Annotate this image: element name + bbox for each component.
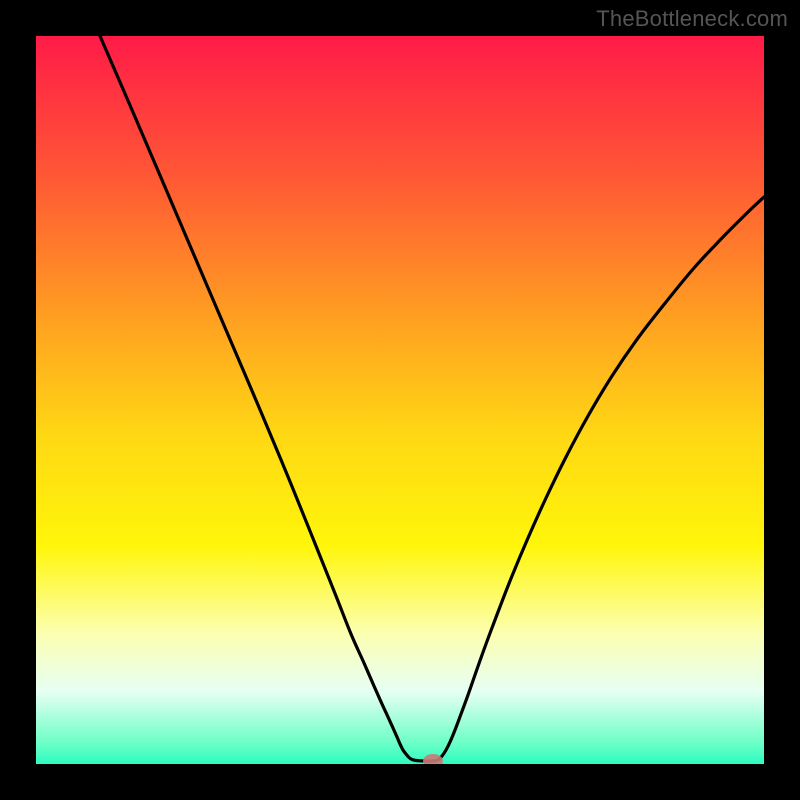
- plot-area: [36, 36, 764, 764]
- chart-frame: TheBottleneck.com: [0, 0, 800, 800]
- chart-svg: [36, 36, 764, 764]
- chart-background: [36, 36, 764, 764]
- watermark-text: TheBottleneck.com: [596, 6, 788, 32]
